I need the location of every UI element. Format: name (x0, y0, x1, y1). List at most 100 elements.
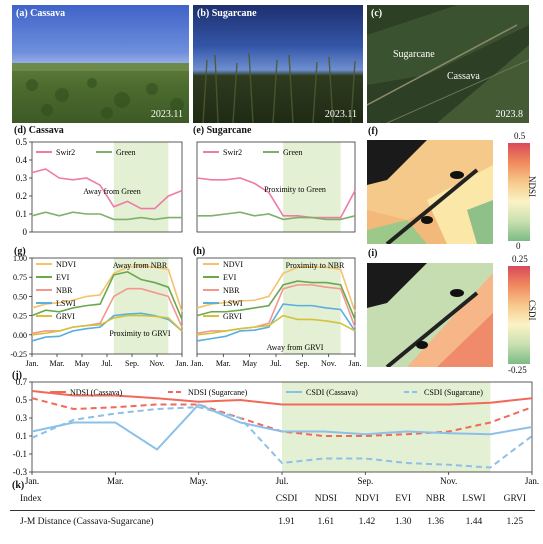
series-line-ndvi (31, 264, 183, 313)
x-tick-label: May (75, 359, 90, 368)
table-cell-ndsi: 1.61 (317, 517, 335, 527)
y-tick-label: 0.4 (16, 155, 28, 165)
chart-d-cassava-swir2-green: 0 0.1 0.2 0.3 0.4 0.5 Swir2 Green Away from Gree… (16, 137, 183, 237)
plot-frame (196, 141, 356, 233)
y-tick-label: 0 (23, 227, 28, 237)
x-tick-label: Jan. (191, 359, 204, 368)
table-row: J-M Distance (Cassava-Sugarcane) 1.91 1.… (10, 511, 535, 534)
legend-label: EVI (223, 273, 237, 282)
x-tick-label: Mar. (107, 476, 124, 486)
ndsi-colorbar-min: 0 (516, 241, 521, 251)
legend-label: EVI (56, 273, 70, 282)
table-header-evi: EVI (388, 488, 419, 511)
annotation-label: Proximity to GRVI (109, 329, 170, 338)
y-tick-label: 0.3 (16, 173, 28, 183)
legend-label: Swir2 (223, 148, 242, 157)
cassava-field-illustration (12, 63, 189, 119)
panel-g-title: (g) (14, 246, 26, 257)
table-header-ndvi: NDVI (345, 488, 389, 511)
legend-label: LSWI (56, 299, 76, 308)
legend-label: NBR (223, 286, 240, 295)
table-cell-lswi: 1.44 (465, 517, 483, 527)
table-cell-ndvi: 1.42 (358, 517, 376, 527)
series-line-swir2 (196, 177, 356, 219)
sugarcane-field-photo: (b) Sugarcane 2023.11 (193, 5, 363, 123)
table-cell-csdi: 1.91 (278, 517, 295, 527)
legend-label: CSDI (Cassava) (306, 388, 358, 397)
panel-f-label: (f) (368, 126, 378, 137)
series-line-csdi-cassava (31, 403, 533, 451)
chart-g-cassava-indices: -0.25 0.00 0.25 0.50 0.75 1.00 Jan. Mar. May Jul.… (10, 254, 188, 368)
y-tick-label: 1.00 (13, 254, 27, 263)
panel-d-title: (d) Cassava (14, 125, 64, 136)
series-line-ndvi (196, 266, 356, 313)
panel-i-label: (i) (368, 248, 378, 259)
chart-h-sugarcane-indices: Jan. Mar. May Jul. Sep. Nov. Jan. NDVI EVI NBR LSW… (191, 257, 362, 368)
x-tick-label: Nov. (440, 476, 457, 486)
legend-label: GRVI (223, 312, 242, 321)
panel-c-label: (c) (371, 8, 383, 19)
x-tick-label: Sep. (125, 359, 139, 368)
annotation-label: Away from Green (83, 187, 140, 196)
csdi-colorbar (508, 266, 530, 364)
series-line-grvi (31, 314, 183, 336)
csdi-colorbar-min: -0.25 (508, 365, 527, 375)
table-header-row: Index CSDI NDSI NDVI EVI NBR LSWI GRVI (10, 488, 535, 511)
ndsi-map-illustration (367, 140, 493, 244)
series-line-csdi-sugarcane (31, 406, 533, 469)
table-row-label: J-M Distance (Cassava-Sugarcane) (20, 517, 154, 527)
panel-a-date: 2023.11 (150, 109, 183, 120)
legend-label: NDSI (Sugarcane) (188, 388, 248, 397)
legend-label: Green (116, 148, 136, 157)
y-tick-label: 0.1 (16, 431, 27, 441)
panel-j-title: (j) (12, 370, 22, 381)
legend-label: NDVI (56, 260, 76, 269)
series-line-ndsi-cassava (31, 390, 533, 406)
satellite-illustration (367, 5, 529, 123)
x-tick-label: May (242, 359, 257, 368)
satellite-cassava-label: Cassava (447, 71, 480, 82)
jm-distance-table: Index CSDI NDSI NDVI EVI NBR LSWI GRVI J… (10, 488, 535, 533)
table-header-csdi: CSDI (267, 488, 306, 511)
table-header-grvi: GRVI (494, 488, 535, 511)
ndsi-colorbar (508, 143, 530, 241)
panel-b-label: (b) Sugarcane (197, 8, 257, 19)
shaded-season-region (113, 258, 169, 354)
x-tick-label: Mar. (50, 359, 65, 368)
satellite-image: (c) Sugarcane Cassava 2023.8 (367, 5, 529, 123)
y-tick-label: 0.2 (16, 191, 27, 201)
annotation-label: Away from NBR (113, 261, 168, 270)
y-tick-label: -0.25 (10, 350, 27, 359)
y-tick-label: 0.50 (13, 292, 27, 301)
legend-label: GRVI (56, 312, 75, 321)
series-line-green (31, 211, 182, 221)
panel-k-label: (k) (12, 480, 25, 491)
cassava-field-photo: (a) Cassava 2023.11 (12, 5, 189, 123)
x-tick-label: Nov. (321, 359, 336, 368)
chart-j-ndsi-csdi: -0.3 -0.1 0.1 0.3 0.5 0.7 Jan. Mar. May. Jul. Sep.… (13, 377, 539, 486)
y-tick-label: 0.7 (16, 377, 28, 387)
y-tick-label: 0.00 (13, 331, 27, 340)
legend-label: Swir2 (56, 148, 75, 157)
ndsi-map (367, 140, 493, 244)
x-tick-label: Jul. (276, 476, 289, 486)
y-tick-label: 0.1 (16, 209, 27, 219)
x-tick-label: Sep. (295, 359, 309, 368)
csdi-map-illustration (367, 263, 493, 367)
plot-frame (31, 141, 183, 233)
y-tick-label: -0.3 (13, 467, 28, 477)
x-tick-label: Jan. (349, 359, 362, 368)
x-tick-label: Nov. (149, 359, 164, 368)
table-header-index: Index (10, 488, 268, 511)
table-header-nbr: NBR (418, 488, 454, 511)
y-tick-label: -0.1 (13, 449, 27, 459)
panel-c-date: 2023.8 (495, 109, 524, 120)
series-line-grvi (196, 314, 356, 336)
annotation-label: Proximity to Green (264, 185, 326, 194)
x-tick-label: Jan. (25, 476, 39, 486)
x-tick-label: Sep. (357, 476, 373, 486)
shaded-season-region (282, 382, 491, 472)
csdi-colorbar-max: 0.25 (512, 254, 528, 264)
csdi-colorbar-title: CSDI (527, 300, 537, 321)
series-line-lswi (196, 303, 356, 342)
